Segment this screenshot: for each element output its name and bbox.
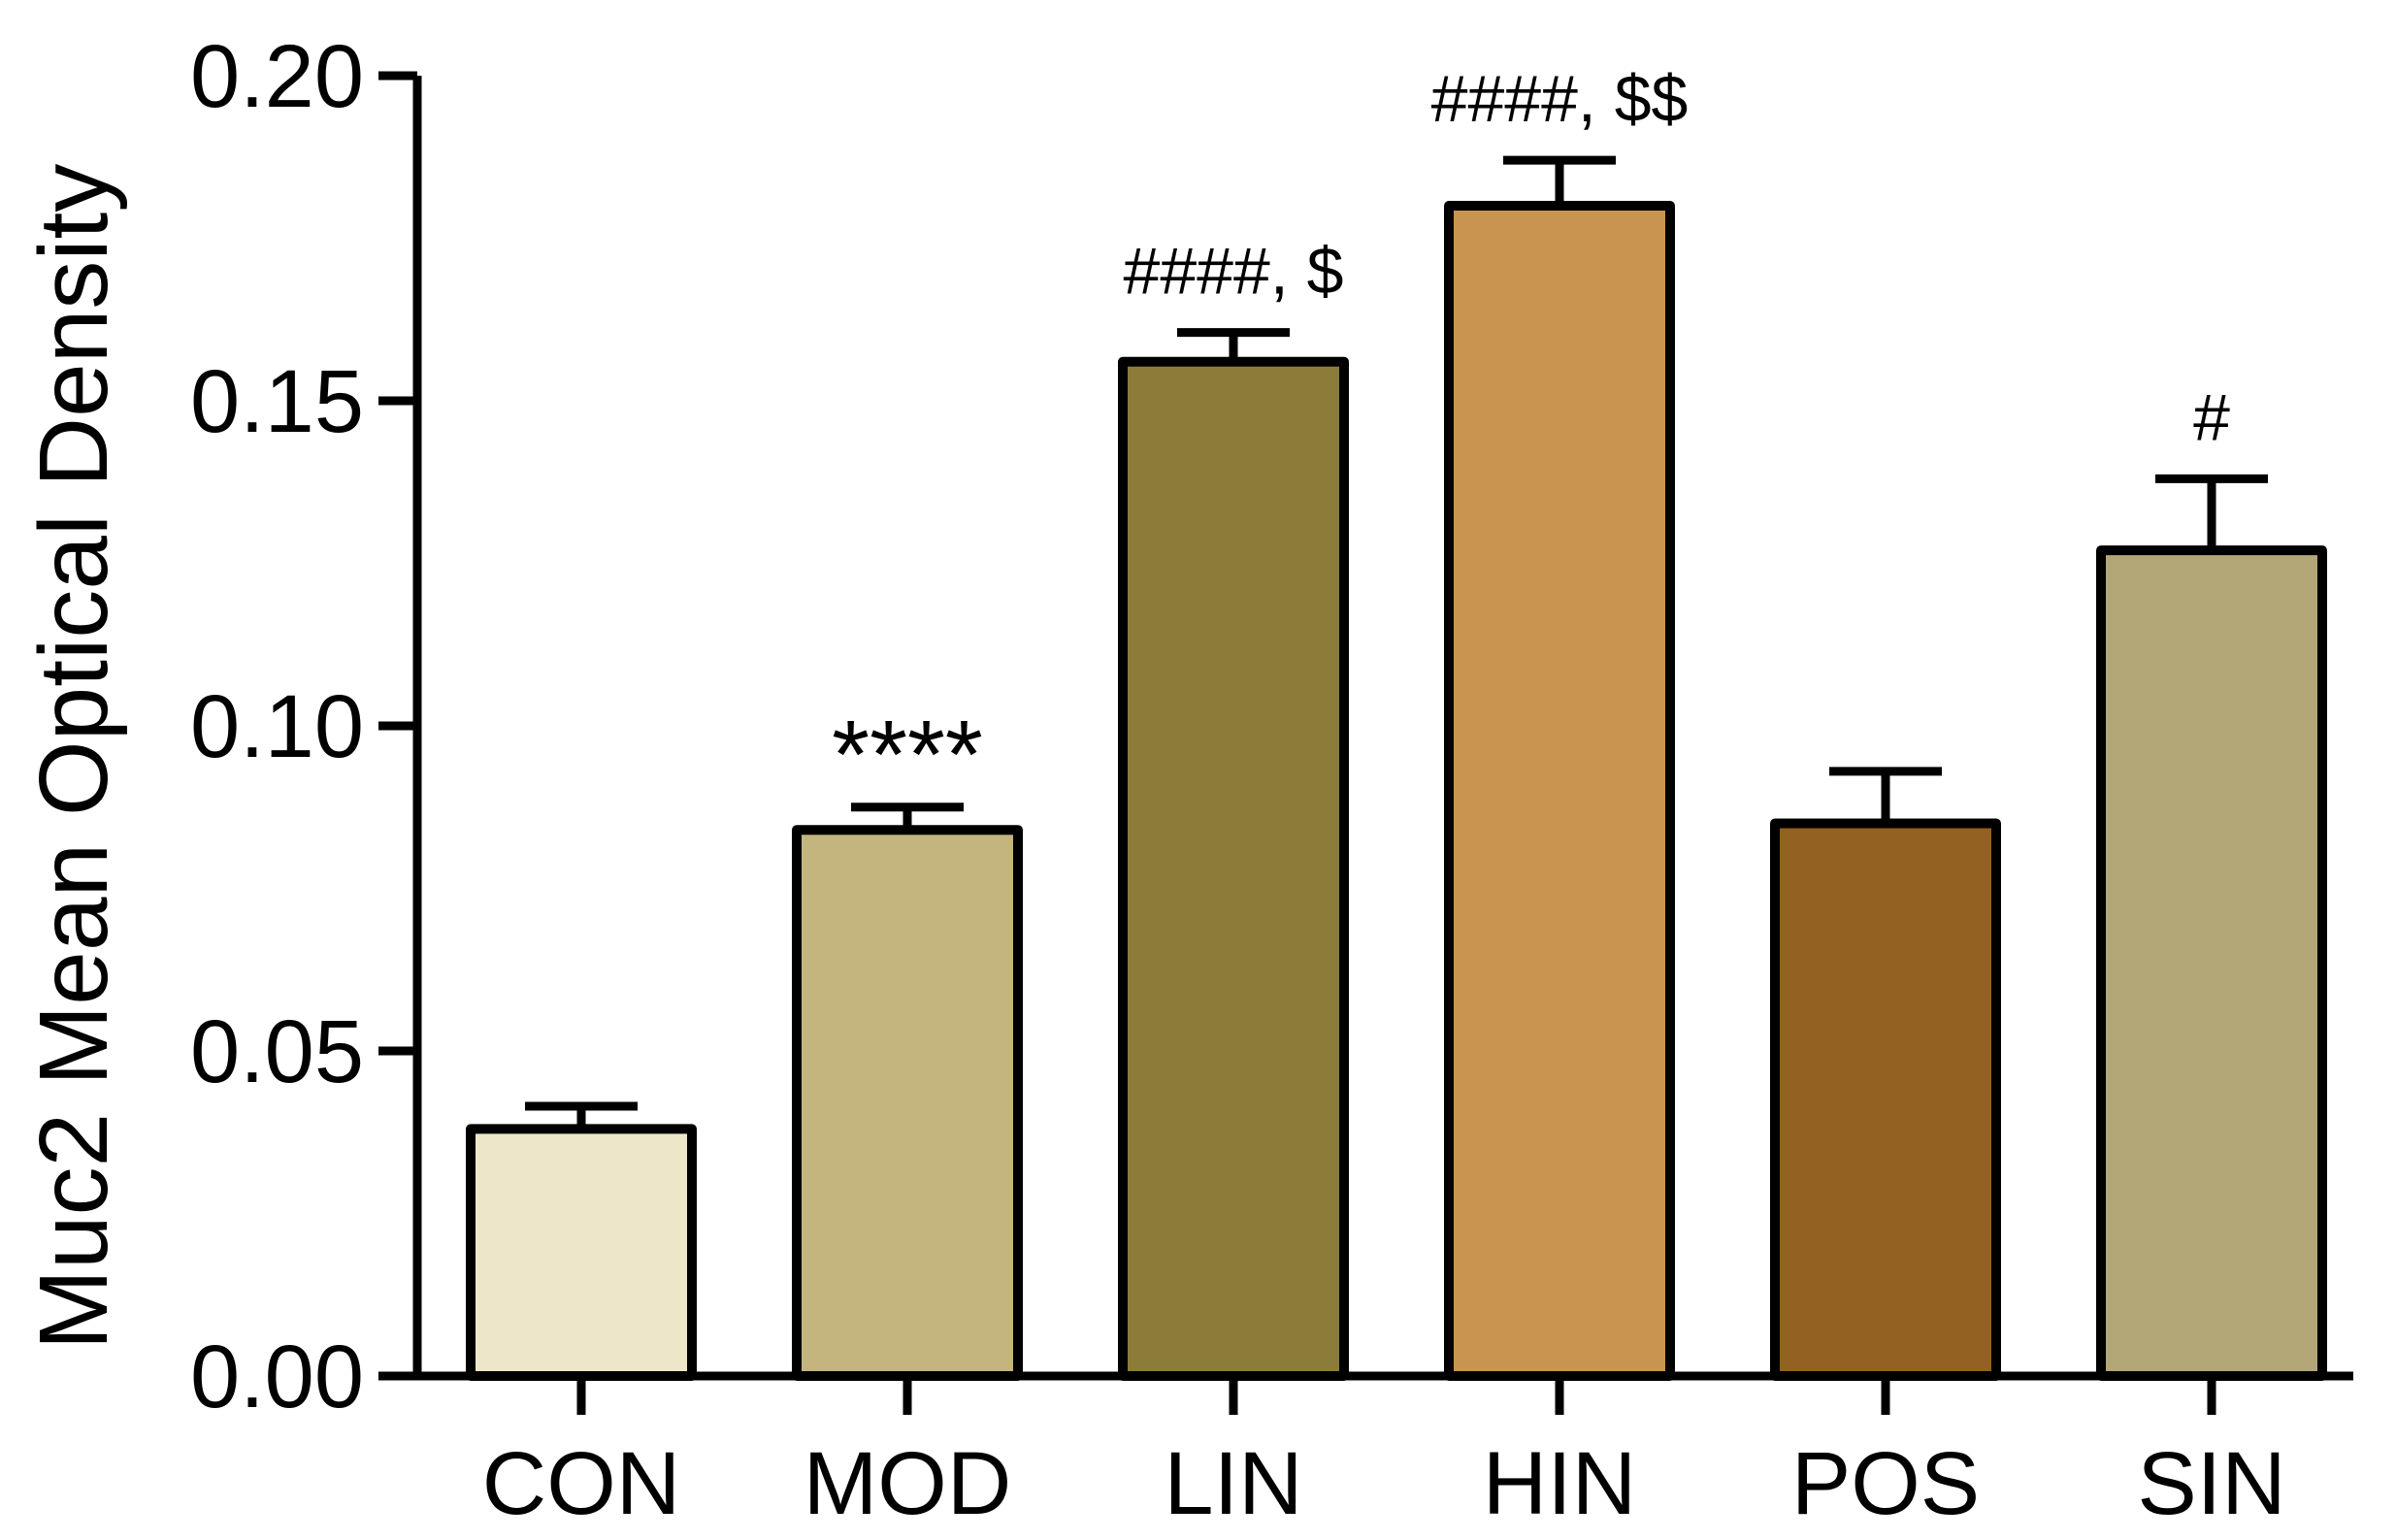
axes: 0.00 0.05 0.10 0.15 0.20 (190, 27, 2353, 1426)
x-tick-label-con: CON (482, 1434, 680, 1533)
bar-lin (1118, 356, 1349, 1381)
annotation-sin: # (2193, 380, 2230, 454)
bar-mod (792, 825, 1023, 1381)
annotation-lin: ####, $ (1124, 235, 1344, 309)
labels: CON MOD **** LIN ####, $ HIN ####, $$ POS SIN # (482, 62, 2286, 1533)
bar-pos (1770, 818, 2001, 1381)
annotation-hin: ####, $$ (1431, 62, 1689, 136)
x-tick-label-sin: SIN (2137, 1434, 2285, 1533)
y-tick-label: 0.05 (190, 1002, 364, 1101)
y-tick-label: 0.10 (190, 677, 364, 776)
bar-hin (1444, 201, 1675, 1381)
y-tick-label: 0.15 (190, 352, 364, 451)
bars (466, 155, 2327, 1382)
bar-con (466, 1124, 697, 1382)
y-axis-title: Muc2 Mean Optical Density (19, 164, 128, 1351)
x-tick-label-mod: MOD (804, 1434, 1012, 1533)
x-tick-label-lin: LIN (1164, 1434, 1302, 1533)
bar-sin (2096, 545, 2327, 1381)
x-tick-label-hin: HIN (1483, 1434, 1636, 1533)
y-tick-label: 0.00 (190, 1327, 364, 1426)
x-tick-label-pos: POS (1791, 1434, 1980, 1533)
annotation-mod: **** (832, 701, 983, 809)
y-tick-label: 0.20 (190, 27, 364, 126)
